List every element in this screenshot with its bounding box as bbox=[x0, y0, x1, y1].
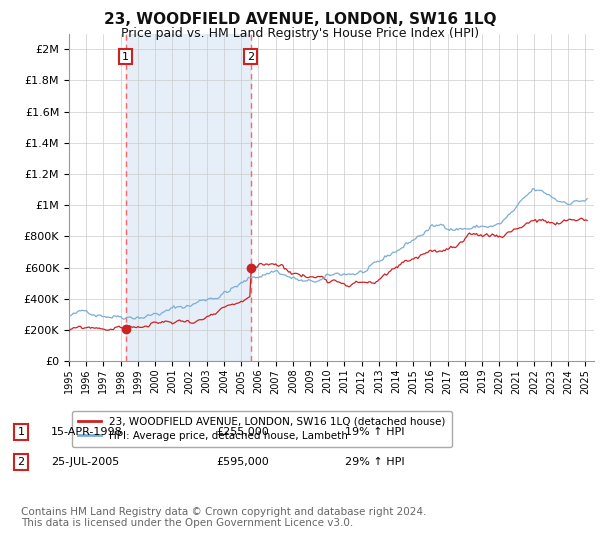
Text: £595,000: £595,000 bbox=[216, 457, 269, 467]
Text: Contains HM Land Registry data © Crown copyright and database right 2024.
This d: Contains HM Land Registry data © Crown c… bbox=[21, 507, 427, 529]
Text: £255,000: £255,000 bbox=[216, 427, 269, 437]
Text: 15-APR-1998: 15-APR-1998 bbox=[51, 427, 123, 437]
Text: 23, WOODFIELD AVENUE, LONDON, SW16 1LQ: 23, WOODFIELD AVENUE, LONDON, SW16 1LQ bbox=[104, 12, 496, 27]
Text: 1: 1 bbox=[17, 427, 25, 437]
Text: 25-JUL-2005: 25-JUL-2005 bbox=[51, 457, 119, 467]
Text: 2: 2 bbox=[17, 457, 25, 467]
Text: 1: 1 bbox=[122, 52, 129, 62]
Bar bbox=[125, 34, 251, 361]
Text: 19% ↑ HPI: 19% ↑ HPI bbox=[345, 427, 404, 437]
Legend: 23, WOODFIELD AVENUE, LONDON, SW16 1LQ (detached house), HPI: Average price, det: 23, WOODFIELD AVENUE, LONDON, SW16 1LQ (… bbox=[71, 410, 452, 447]
Text: Price paid vs. HM Land Registry's House Price Index (HPI): Price paid vs. HM Land Registry's House … bbox=[121, 27, 479, 40]
Text: 2: 2 bbox=[247, 52, 254, 62]
Text: 29% ↑ HPI: 29% ↑ HPI bbox=[345, 457, 404, 467]
